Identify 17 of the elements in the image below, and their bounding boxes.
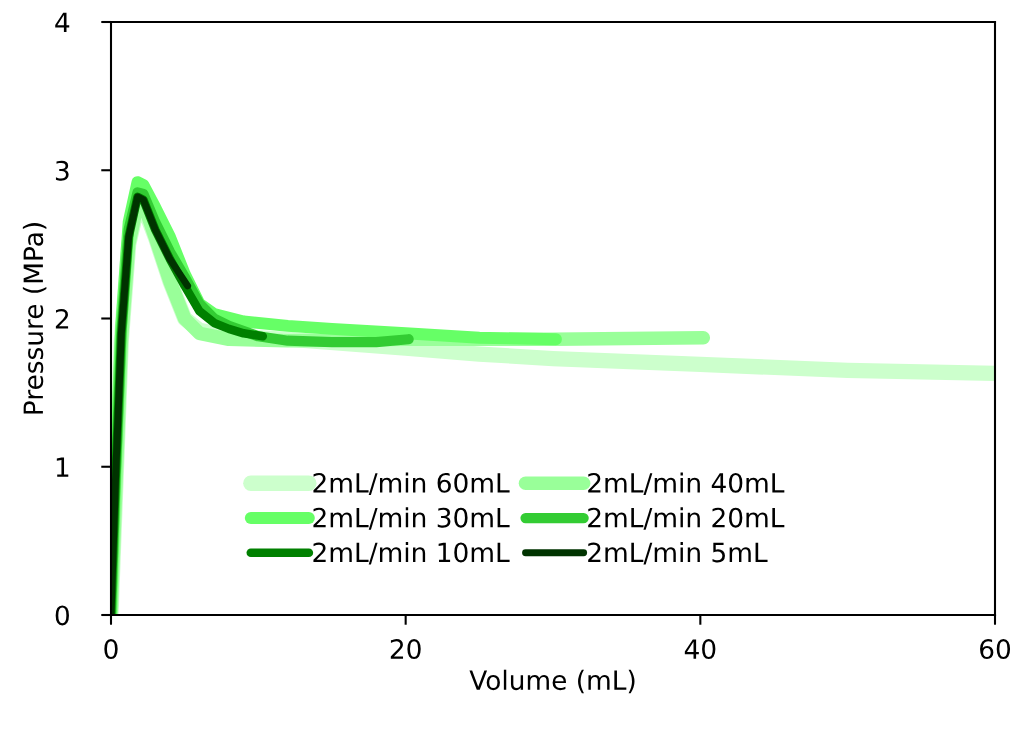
y-tick-label: 0	[55, 605, 69, 626]
legend-label: 2mL/min 40mL	[588, 472, 785, 495]
legend-label: 2mL/min 60mL	[313, 472, 510, 495]
legend-label: 2mL/min 30mL	[313, 507, 510, 530]
y-axis-title: Pressure (MPa)	[22, 223, 47, 414]
y-tick-label: 3	[55, 160, 69, 181]
legend-label: 2mL/min 10mL	[313, 541, 510, 565]
x-tick-label: 60	[980, 639, 1011, 660]
y-tick-label: 4	[55, 12, 70, 33]
y-tick-label: 2	[55, 308, 69, 329]
legend-label: 2mL/min 5mL	[588, 541, 768, 565]
x-tick-label: 40	[684, 639, 716, 660]
x-tick-label: 0	[104, 639, 118, 660]
x-axis-title: Volume (mL)	[469, 669, 635, 694]
x-tick-label: 20	[390, 639, 421, 660]
legend-label: 2mL/min 20mL	[588, 507, 785, 530]
y-tick-label: 1	[56, 457, 69, 477]
